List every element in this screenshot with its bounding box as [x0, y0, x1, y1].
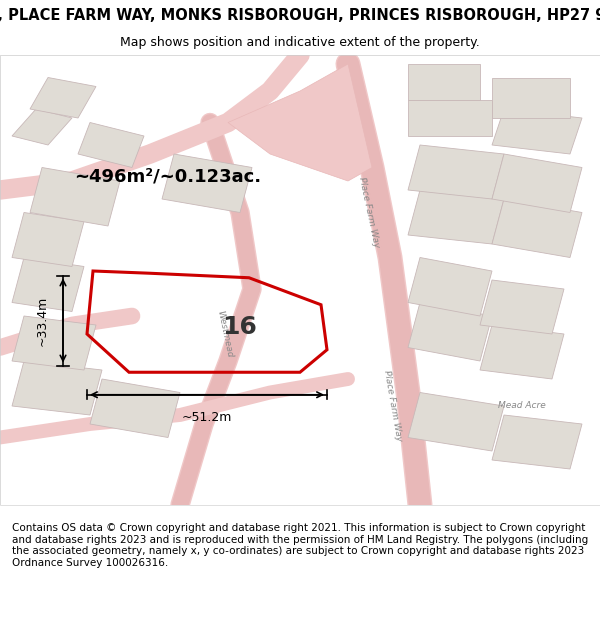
- Polygon shape: [492, 199, 582, 258]
- Text: Westmead: Westmead: [215, 309, 235, 359]
- Polygon shape: [408, 145, 504, 199]
- Polygon shape: [78, 122, 144, 168]
- Polygon shape: [12, 361, 102, 415]
- Text: 16: 16: [223, 315, 257, 339]
- Polygon shape: [480, 280, 564, 334]
- Polygon shape: [30, 78, 96, 118]
- Polygon shape: [90, 379, 180, 438]
- Polygon shape: [480, 325, 564, 379]
- Polygon shape: [408, 392, 504, 451]
- Polygon shape: [408, 190, 504, 244]
- Text: Mead Acre: Mead Acre: [498, 401, 546, 411]
- Text: Place Farm Way: Place Farm Way: [382, 370, 404, 442]
- Text: ~51.2m: ~51.2m: [182, 411, 232, 424]
- Polygon shape: [408, 302, 492, 361]
- Text: Contains OS data © Crown copyright and database right 2021. This information is : Contains OS data © Crown copyright and d…: [12, 523, 588, 568]
- Text: ~33.4m: ~33.4m: [35, 296, 49, 346]
- Polygon shape: [12, 213, 84, 266]
- Polygon shape: [12, 109, 72, 145]
- Polygon shape: [408, 258, 492, 316]
- Polygon shape: [492, 78, 570, 118]
- Text: 16, PLACE FARM WAY, MONKS RISBOROUGH, PRINCES RISBOROUGH, HP27 9JH: 16, PLACE FARM WAY, MONKS RISBOROUGH, PR…: [0, 8, 600, 23]
- Polygon shape: [408, 64, 480, 100]
- Polygon shape: [12, 316, 96, 370]
- Text: ~496m²/~0.123ac.: ~496m²/~0.123ac.: [74, 168, 262, 186]
- Text: Place Farm Way: Place Farm Way: [357, 176, 381, 249]
- Polygon shape: [30, 168, 120, 226]
- Polygon shape: [228, 64, 372, 181]
- Text: Map shows position and indicative extent of the property.: Map shows position and indicative extent…: [120, 36, 480, 49]
- Polygon shape: [492, 109, 582, 154]
- Polygon shape: [12, 258, 84, 311]
- Polygon shape: [492, 154, 582, 212]
- Polygon shape: [492, 415, 582, 469]
- Polygon shape: [162, 154, 252, 212]
- Polygon shape: [408, 100, 492, 136]
